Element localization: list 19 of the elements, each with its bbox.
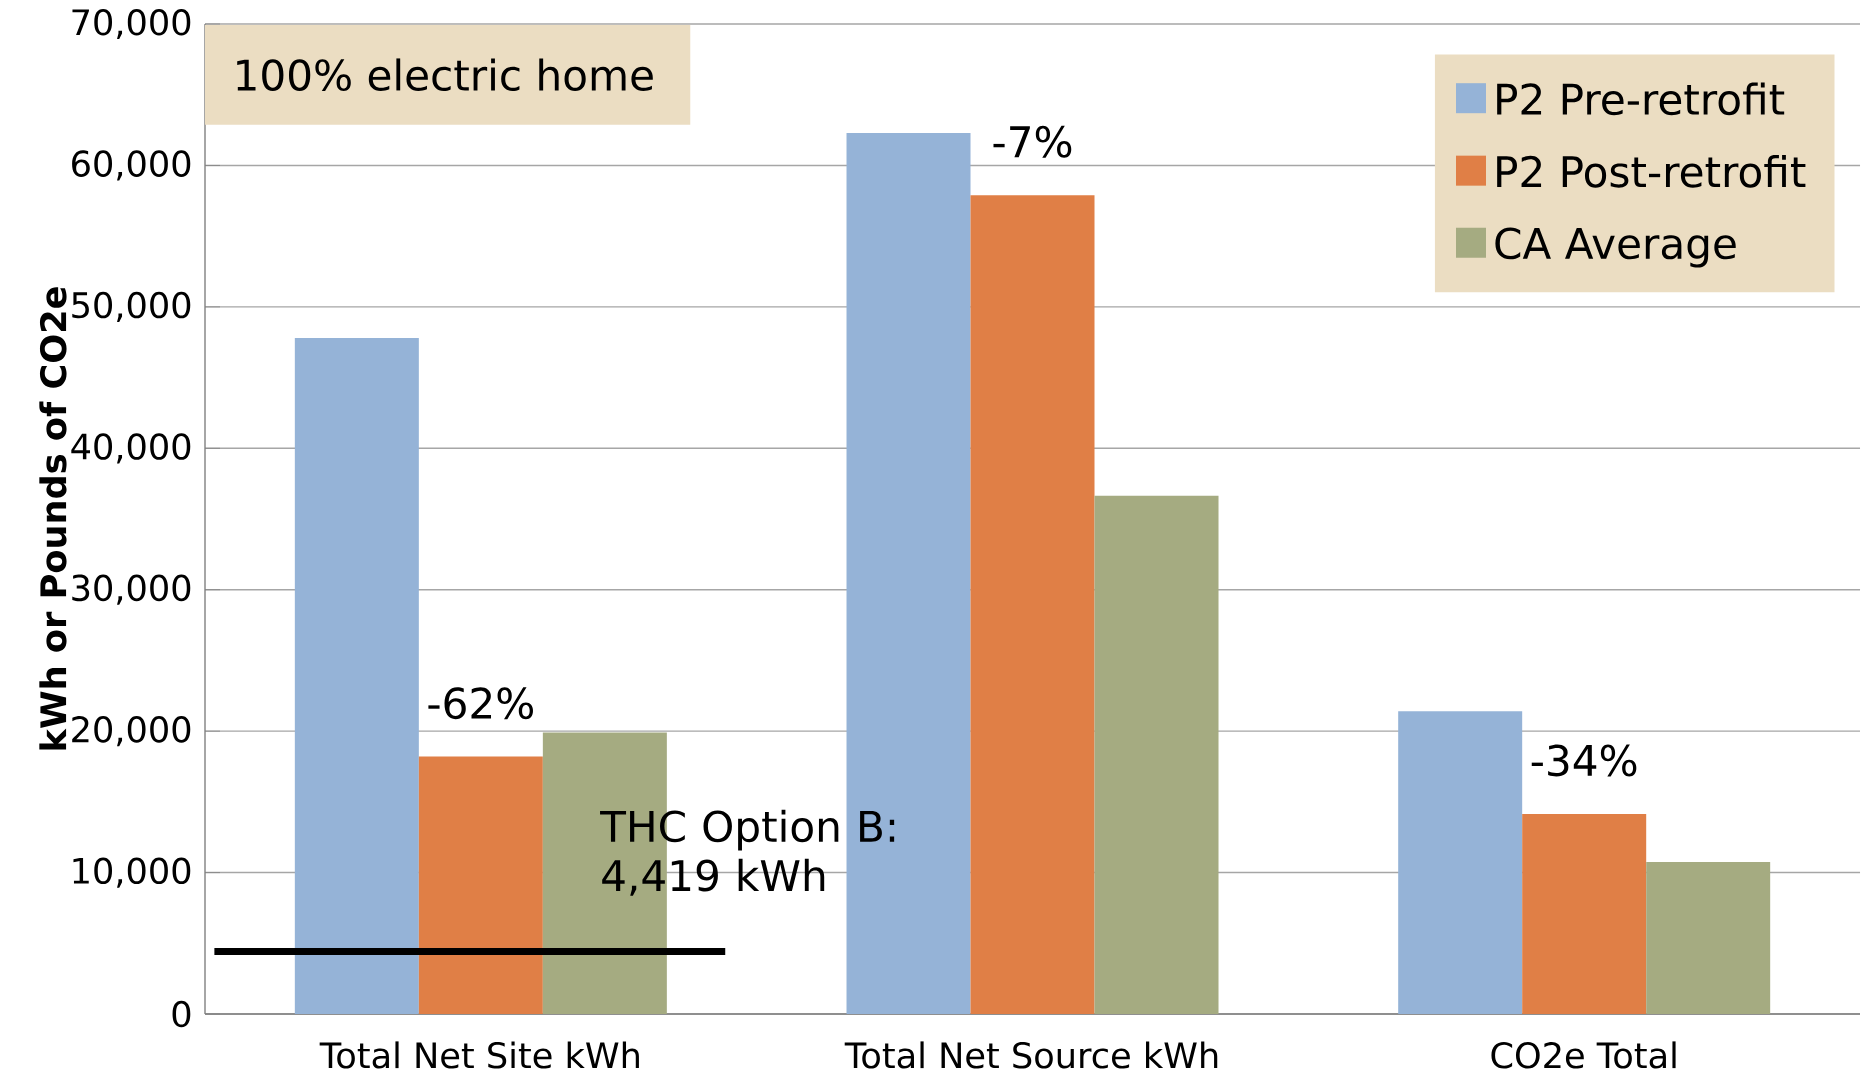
y-tick-label: 50,000: [72, 291, 191, 322]
x-tick-label: CO2e Total: [1491, 1041, 1676, 1069]
y-tick-label: 0: [172, 1000, 191, 1028]
y-tick-label: 60,000: [72, 150, 191, 181]
x-tick-label: Total Net Site kWh: [319, 1041, 639, 1069]
legend-label: P2 Pre-retrofit: [1497, 82, 1785, 116]
annotation: 100% electric home: [237, 58, 653, 92]
annotation: -34%: [1531, 744, 1637, 777]
legend-label: P2 Post-retrofit: [1497, 155, 1806, 188]
x-tick-label: Total Net Source kWh: [844, 1041, 1218, 1069]
y-tick-label: 20,000: [72, 716, 191, 747]
legend-label: CA Average: [1495, 227, 1736, 268]
y-tick-label: 70,000: [72, 8, 191, 40]
annotation: -62%: [428, 687, 533, 720]
y-axis-title: kWh or Pounds of CO2e: [39, 287, 67, 750]
y-tick-label: 30,000: [72, 574, 191, 605]
annotation: -7%: [993, 125, 1072, 158]
y-tick-label: 40,000: [71, 433, 191, 464]
y-tick-label: 10,000: [73, 857, 191, 888]
